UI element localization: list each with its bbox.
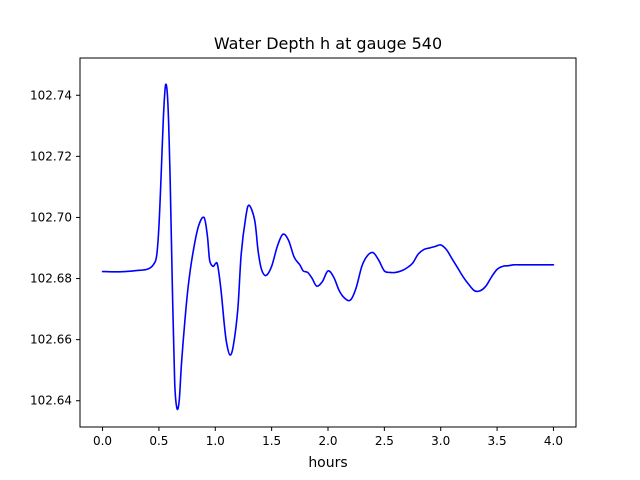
- y-tick-label: 102.74: [30, 88, 72, 102]
- x-tick-label: 1.5: [262, 434, 281, 448]
- x-tick-label: 3.0: [431, 434, 450, 448]
- chart-title: Water Depth h at gauge 540: [214, 34, 442, 53]
- x-tick-label: 0.0: [93, 434, 112, 448]
- y-tick-label: 102.64: [30, 394, 72, 408]
- x-axis-label: hours: [308, 455, 347, 471]
- x-tick-label: 4.0: [544, 434, 563, 448]
- y-tick-label: 102.72: [30, 149, 72, 163]
- x-tick-label: 2.5: [375, 434, 394, 448]
- x-tick-label: 1.0: [206, 434, 225, 448]
- series-line-1: [101, 83, 555, 411]
- y-tick-label: 102.66: [30, 333, 72, 347]
- x-tick-label: 3.5: [488, 434, 507, 448]
- x-tick-label: 0.5: [149, 434, 168, 448]
- y-tick-label: 102.68: [30, 272, 72, 286]
- x-axis-ticks: 0.0 0.5 1.0 1.5 2.0 2.5 3.0 3.5 4.0: [93, 427, 563, 448]
- y-axis-ticks: 102.64 102.66 102.68 102.70 102.72 102.74: [30, 88, 80, 408]
- x-tick-label: 2.0: [318, 434, 337, 448]
- y-tick-label: 102.70: [30, 210, 72, 224]
- plot-line-layer: [101, 83, 555, 411]
